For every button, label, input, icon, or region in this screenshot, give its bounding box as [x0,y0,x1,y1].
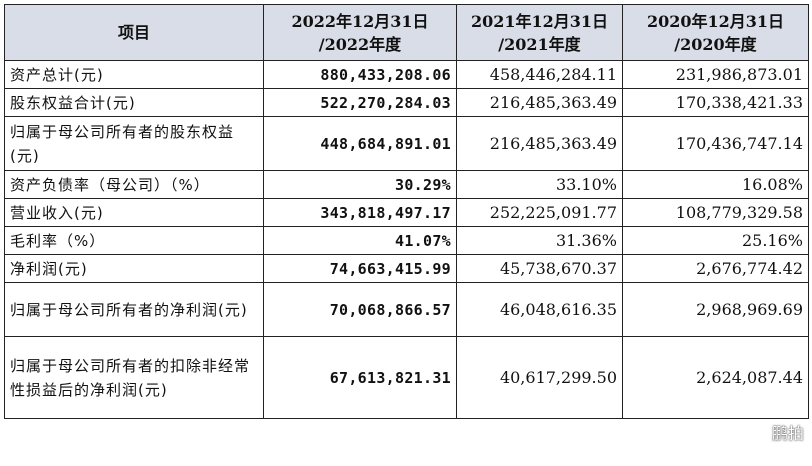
value-2022: 70,068,866.57 [263,282,457,337]
table-row: 资产总计(元) 880,433,208.06 458,446,284.11 23… [4,60,809,89]
table-row: 毛利率（%） 41.07% 31.36% 25.16% [4,226,809,255]
value-2020: 2,624,087.44 [622,336,809,419]
value-2021: 45,738,670.37 [456,254,623,283]
value-2021: 252,225,091.77 [456,198,623,227]
value-2022: 67,613,821.31 [263,336,457,419]
value-2021: 46,048,616.35 [456,282,623,337]
value-2021: 40,617,299.50 [456,336,623,419]
table-row: 资产负债率（母公司）（%） 30.29% 33.10% 16.08% [4,170,809,199]
row-label: 归属于母公司所有者的股东权益(元) [4,116,264,171]
value-2020: 2,968,969.69 [622,282,809,337]
table-row: 归属于母公司所有者的扣除非经常性损益后的净利润(元) 67,613,821.31… [4,336,809,419]
header-2020: 2020年12月31日/2020年度 [622,4,809,61]
value-2020: 2,676,774.42 [622,254,809,283]
row-label: 营业收入(元) [4,198,264,227]
value-2020: 16.08% [622,170,809,199]
watermark: 鹏拍 [748,420,804,444]
value-2021: 216,485,363.49 [456,116,623,171]
value-2021: 31.36% [456,226,623,255]
value-2020: 108,779,329.58 [622,198,809,227]
value-2022: 522,270,284.03 [263,88,457,117]
value-2022: 343,818,497.17 [263,198,457,227]
row-label: 毛利率（%） [4,226,264,255]
value-2022: 448,684,891.01 [263,116,457,171]
value-2020: 231,986,873.01 [622,60,809,89]
table-row: 营业收入(元) 343,818,497.17 252,225,091.77 10… [4,198,809,227]
table-row: 归属于母公司所有者的净利润(元) 70,068,866.57 46,048,61… [4,282,809,337]
table-row: 归属于母公司所有者的股东权益(元) 448,684,891.01 216,485… [4,116,809,171]
value-2020: 170,338,421.33 [622,88,809,117]
value-2021: 216,485,363.49 [456,88,623,117]
row-label: 归属于母公司所有者的净利润(元) [4,282,264,337]
value-2021: 33.10% [456,170,623,199]
value-2021: 458,446,284.11 [456,60,623,89]
value-2022: 41.07% [263,226,457,255]
row-label: 资产负债率（母公司）（%） [4,170,264,199]
value-2020: 25.16% [622,226,809,255]
financial-table: 项目 2022年12月31日/2022年度 2021年12月31日/2021年度… [4,4,809,419]
value-2022: 74,663,415.99 [263,254,457,283]
row-label: 归属于母公司所有者的扣除非经常性损益后的净利润(元) [4,336,264,419]
value-2022: 30.29% [263,170,457,199]
table-row: 股东权益合计(元) 522,270,284.03 216,485,363.49 … [4,88,809,117]
row-label: 股东权益合计(元) [4,88,264,117]
table-row: 净利润(元) 74,663,415.99 45,738,670.37 2,676… [4,254,809,283]
header-item: 项目 [4,4,264,61]
header-2022: 2022年12月31日/2022年度 [263,4,457,61]
row-label: 资产总计(元) [4,60,264,89]
value-2020: 170,436,747.14 [622,116,809,171]
header-row: 项目 2022年12月31日/2022年度 2021年12月31日/2021年度… [4,4,809,61]
header-2021: 2021年12月31日/2021年度 [456,4,623,61]
row-label: 净利润(元) [4,254,264,283]
wechat-icon [748,423,768,440]
watermark-text: 鹏拍 [771,424,804,443]
value-2022: 880,433,208.06 [263,60,457,89]
